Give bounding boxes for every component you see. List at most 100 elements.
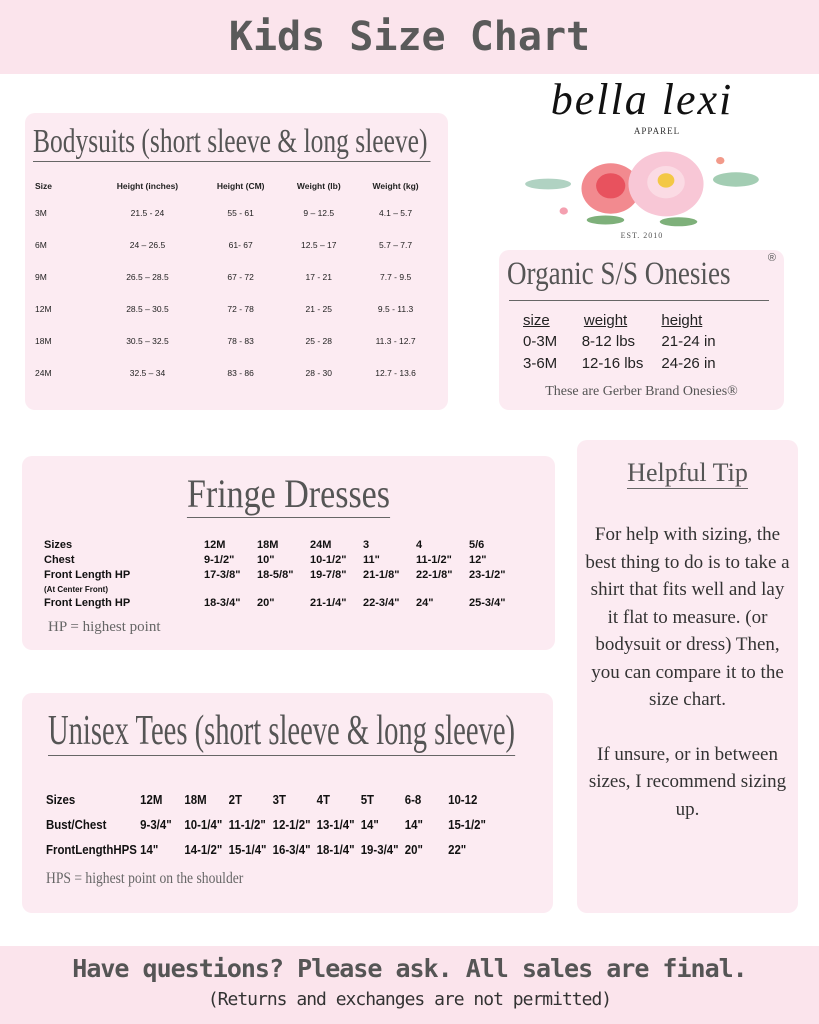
table-row: 0-3M 8-12 lbs 21-24 in — [513, 330, 724, 352]
tip-paragraph: For help with sizing, the best thing to … — [585, 524, 790, 710]
column-header: height — [661, 311, 703, 329]
organic-note: These are Gerber Brand Onesies® — [545, 384, 738, 399]
table-cell: 20" — [257, 597, 275, 609]
table-row: Sizes 12M 18M 2T 3T 4T 5T 6-8 10-12 — [46, 787, 492, 812]
organic-onesies-panel: Organic S/S Onesies ® size weight height 0-… — [499, 250, 784, 410]
row-label: FrontLengthHPS — [46, 842, 137, 857]
table-row: 12M 28.5 – 30.5 72 - 78 21 - 25 9.5 - 11.3 — [35, 293, 435, 325]
table-cell: 8-12 lbs — [581, 332, 636, 350]
row-label: 3M — [35, 208, 47, 218]
table-row: Chest 9-1/2" 10" 10-1/2" 11" 11-1/2" 12" — [44, 551, 522, 566]
column-header: Size — [35, 181, 53, 191]
tip-title: Helpful Tip — [577, 458, 798, 489]
registered-mark: ® — [767, 252, 776, 264]
table-cell: 61- 67 — [228, 240, 253, 250]
table-cell — [204, 581, 257, 594]
table-row: 9M 26.5 – 28.5 67 - 72 17 - 21 7.7 - 9.5 — [35, 261, 435, 293]
table-cell: 21.5 - 24 — [130, 208, 165, 218]
table-cell: 26.5 – 28.5 — [126, 272, 169, 282]
fringe-title: Fringe Dresses — [62, 470, 515, 518]
unisex-tees-panel: Unisex Tees (short sleeve & long sleeve)… — [22, 693, 553, 913]
table-cell: 12.7 - 13.6 — [375, 368, 416, 378]
helpful-tip-panel: Helpful Tip For help with sizing, the be… — [577, 440, 798, 913]
table-cell: 11-1/2" — [228, 817, 266, 832]
table-cell: 5/6 — [469, 539, 485, 551]
table-row: 6M 24 – 26.5 61- 67 12.5 – 17 5.7 – 7.7 — [35, 229, 435, 261]
logo-script: bella lexi — [550, 75, 734, 124]
table-row: 18M 30.5 – 32.5 78 - 83 25 - 28 11.3 - 12.7 — [35, 325, 435, 357]
row-label: Sizes — [46, 792, 76, 807]
table-cell: 14-1/2" — [184, 842, 223, 857]
table-cell: 12-1/2" — [272, 817, 311, 832]
row-label: Sizes — [44, 539, 73, 551]
table-row: Front Length HP 17-3/8" 18-5/8" 19-7/8" 21-1… — [44, 566, 522, 581]
table-cell: 18M — [184, 792, 207, 807]
table-cell: 18M — [257, 539, 279, 551]
table-cell: 30.5 – 32.5 — [126, 336, 169, 346]
table-cell: 24" — [416, 597, 434, 609]
table-cell: 17-3/8" — [204, 569, 241, 581]
tees-table: Sizes 12M 18M 2T 3T 4T 5T 6-8 10-12 Bust/Chest 9-3… — [46, 787, 492, 862]
table-cell: 4.1 – 5.7 — [379, 208, 413, 218]
table-cell: 9.5 - 11.3 — [377, 304, 414, 314]
table-cell: 15-1/4" — [228, 842, 267, 857]
table-cell: 21 - 25 — [305, 304, 333, 314]
row-label: Front Length HP — [44, 569, 131, 581]
row-label: 18M — [35, 336, 52, 346]
table-cell: 3 — [363, 539, 370, 551]
table-cell: 22-1/8" — [416, 569, 453, 581]
row-label: 24M — [35, 368, 52, 378]
table-cell: 78 - 83 — [227, 336, 254, 346]
table-cell: 11-1/2" — [416, 554, 452, 566]
row-label: (At Center Front) — [44, 585, 108, 594]
column-header: Weight (kg) — [372, 181, 419, 191]
table-cell: 12-16 lbs — [581, 354, 644, 372]
row-label: 0-3M — [523, 332, 558, 350]
table-cell: 3T — [272, 792, 286, 807]
table-row: 3M 21.5 - 24 55 - 61 9 – 12.5 4.1 – 5.7 — [35, 197, 435, 229]
table-cell: 18-3/4" — [204, 597, 241, 609]
table-cell: 12" — [469, 554, 487, 566]
table-cell: 6-8 — [404, 792, 422, 807]
table-cell: 24 – 26.5 — [129, 240, 166, 250]
table-cell: 25-3/4" — [469, 597, 506, 609]
table-cell: 5.7 – 7.7 — [379, 240, 413, 250]
table-cell — [469, 581, 522, 594]
table-cell: 11" — [363, 554, 380, 566]
floral-illustration — [525, 151, 759, 227]
page-title: Kids Size Chart — [228, 14, 591, 60]
table-cell: 22-3/4" — [363, 597, 400, 609]
table-row: Front Length HP 18-3/4" 20" 21-1/4" 22-3/4" 2… — [44, 594, 522, 609]
table-cell — [310, 581, 363, 594]
table-cell: 7.7 - 9.5 — [379, 272, 412, 282]
row-label: 9M — [35, 272, 47, 282]
table-cell: 18-5/8" — [257, 569, 294, 581]
table-cell: 4 — [416, 539, 423, 551]
column-header: weight — [583, 311, 628, 329]
table-row: (At Center Front) — [44, 581, 522, 594]
table-cell: 83 - 86 — [227, 368, 254, 378]
table-cell: 28.5 – 30.5 — [126, 304, 169, 314]
table-cell: 21-1/8" — [363, 569, 400, 581]
tees-note: HPS = highest point on the shoulder — [46, 870, 244, 887]
table-cell: 20" — [404, 842, 423, 857]
table-cell: 13-1/4" — [316, 817, 355, 832]
table-cell: 14" — [140, 842, 159, 857]
table-cell: 10-1/2" — [310, 554, 347, 566]
brand-logo: bella lexi APPAREL EST. 2010 — [522, 75, 762, 245]
table-cell: 24M — [310, 539, 332, 551]
table-cell: 25 - 28 — [305, 336, 333, 346]
table-cell — [416, 581, 469, 594]
logo-sub: APPAREL — [633, 126, 681, 136]
table-cell: 72 - 78 — [227, 304, 254, 314]
table-cell: 24-26 in — [661, 354, 716, 372]
footer-line-2: (Returns and exchanges are not permitted… — [207, 989, 612, 1010]
column-header: Height (inches) — [116, 181, 179, 191]
table-cell: 15-1/2" — [448, 817, 486, 832]
table-cell: 9-1/2" — [204, 554, 235, 566]
table-cell: 2T — [228, 792, 242, 807]
table-row: 24M 32.5 – 34 83 - 86 28 - 30 12.7 - 13.6 — [35, 357, 435, 389]
row-label: 12M — [35, 304, 52, 314]
table-row: Bust/Chest 9-3/4" 10-1/4" 11-1/2" 12-1/2" 13-… — [46, 812, 492, 837]
table-cell: 55 - 61 — [227, 208, 254, 218]
